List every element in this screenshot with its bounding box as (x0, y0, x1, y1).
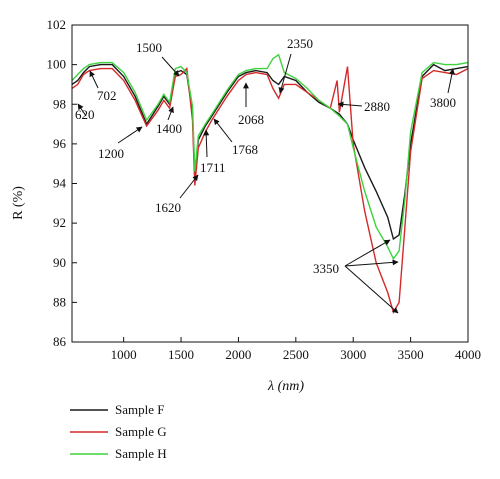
annotation-arrow-1500 (161, 56, 180, 77)
x-tick-label: 3000 (340, 347, 366, 362)
peak-annotations: 6207021200140015001620171117682068235028… (75, 36, 456, 314)
annotation-2880: 2880 (364, 99, 390, 114)
y-tick-label: 96 (53, 136, 67, 151)
annotation-arrow-3350 (344, 239, 391, 267)
y-axis-label: R (%) (11, 186, 26, 220)
annotation-1200: 1200 (98, 146, 124, 161)
x-tick-label: 4000 (455, 347, 481, 362)
legend-label: Sample F (115, 402, 164, 417)
legend: Sample F Sample G Sample H (70, 402, 167, 461)
y-tick-label: 90 (53, 255, 66, 270)
annotation-arrow-1400 (167, 106, 174, 121)
x-tick-label: 2500 (283, 347, 309, 362)
x-tick-label: 1500 (168, 347, 194, 362)
annotation-1768: 1768 (232, 142, 258, 157)
x-tick-label: 2000 (225, 347, 251, 362)
annotation-702: 702 (97, 88, 117, 103)
annotation-arrow-1768 (213, 118, 233, 143)
annotation-3800: 3800 (430, 95, 456, 110)
x-tick-label: 3500 (398, 347, 424, 362)
annotation-3350: 3350 (313, 261, 339, 276)
annotation-arrow-2880 (337, 101, 363, 108)
annotation-1400: 1400 (156, 121, 182, 136)
annotation-1620: 1620 (155, 200, 181, 215)
annotation-arrow-3350 (344, 265, 399, 314)
series-lines (71, 53, 469, 315)
axis-ticks: 1000 1500 2000 2500 3000 3500 4000 86 88 90 92 94 96… (47, 17, 482, 362)
y-tick-label: 102 (47, 17, 67, 32)
series-line-sample-f (71, 63, 469, 241)
y-tick-label: 94 (53, 176, 67, 191)
annotation-arrow-1200 (117, 126, 143, 144)
y-tick-label: 100 (47, 57, 67, 72)
annotation-arrow-1620 (179, 174, 199, 199)
annotation-2068: 2068 (238, 112, 264, 127)
x-axis-label: λ (nm) (267, 379, 304, 394)
series-line-sample-h (71, 53, 469, 261)
annotation-arrow-1711 (203, 129, 210, 158)
y-tick-label: 98 (53, 96, 66, 111)
annotation-1500: 1500 (136, 40, 162, 55)
annotation-arrow-2350 (278, 53, 292, 94)
series-line-sample-g (71, 66, 469, 315)
y-tick-label: 86 (53, 334, 67, 349)
annotation-arrow-3350 (344, 259, 399, 267)
annotation-1711: 1711 (200, 160, 226, 175)
legend-label: Sample G (115, 424, 167, 439)
x-tick-label: 1000 (111, 347, 137, 362)
annotation-arrow-3800 (447, 68, 455, 94)
annotation-arrow-702 (89, 70, 99, 89)
annotation-2350: 2350 (287, 36, 313, 51)
annotation-arrow-620 (77, 103, 87, 117)
y-tick-label: 92 (53, 215, 66, 230)
legend-label: Sample H (115, 446, 167, 461)
y-tick-label: 88 (53, 294, 66, 309)
